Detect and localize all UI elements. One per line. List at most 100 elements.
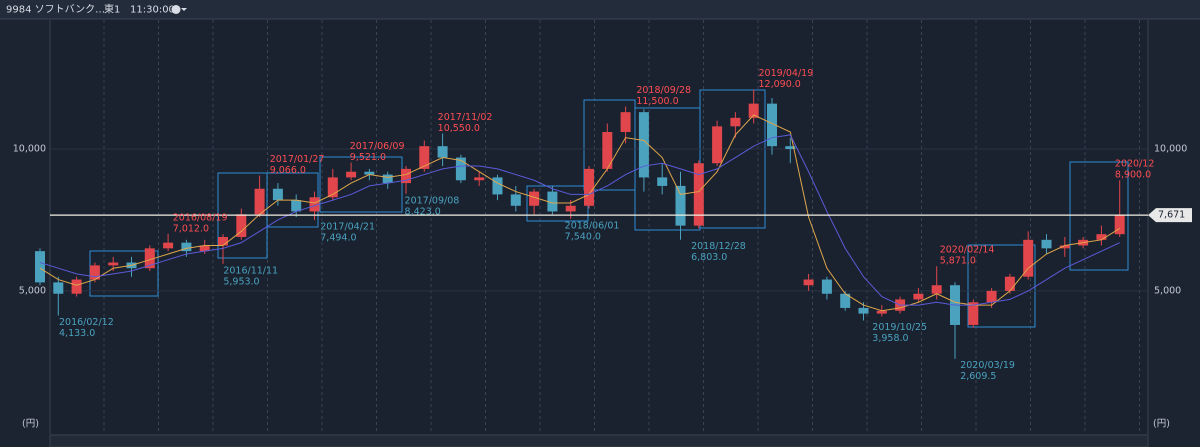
candle-body	[785, 146, 796, 150]
annotation-value: 3,958.0	[872, 333, 908, 344]
candle-body	[144, 248, 155, 269]
candle-body	[309, 197, 320, 212]
range-box	[1069, 161, 1129, 271]
candle-body	[968, 302, 979, 325]
plot-area	[50, 20, 1148, 434]
range-box	[319, 156, 403, 213]
annotation-value: 5,871.0	[940, 256, 976, 267]
candle-body	[364, 171, 375, 175]
scroll-bar[interactable]	[49, 434, 1149, 447]
code-name: 9984 ソフトバンク…	[6, 4, 105, 16]
annotation-date: 2016/08/19	[173, 212, 228, 223]
candle-body	[272, 188, 283, 201]
candle-body	[455, 157, 466, 181]
y-tick-label-right: 5,000	[1154, 285, 1181, 296]
annotation-date: 2017/09/08	[405, 195, 460, 206]
info-button[interactable]	[171, 5, 188, 14]
annotation-value: 5,953.0	[223, 276, 259, 287]
candle-body	[840, 293, 851, 308]
candle-body	[291, 200, 302, 212]
candle-body	[1041, 239, 1052, 249]
annotation-date: 2019/10/25	[872, 322, 927, 333]
annotation-date: 2017/01/27	[270, 154, 325, 165]
header-bar	[0, 0, 1200, 19]
candle-body	[327, 177, 338, 198]
annotation-date: 2018/06/01	[565, 220, 620, 231]
annotation-date: 2016/11/11	[223, 265, 278, 276]
candle-body	[730, 117, 741, 127]
unit-label-left: (円)	[22, 419, 39, 430]
candle-body	[419, 146, 430, 169]
time: 11:30:00	[130, 5, 175, 16]
annotation-value: 12,090.0	[759, 79, 801, 90]
candle-body	[382, 174, 393, 184]
candle-body	[236, 214, 247, 237]
range-box	[699, 89, 766, 229]
candle-body	[638, 112, 649, 178]
candle-body	[913, 293, 924, 300]
dropdown-caret[interactable]	[181, 8, 187, 11]
candle-body	[108, 262, 119, 266]
info-icon[interactable]	[171, 5, 181, 14]
annotation-date: 2018/12/28	[691, 241, 746, 252]
candle-body	[565, 205, 576, 212]
annotation-date: 2020/02/14	[940, 245, 995, 256]
candle-body	[199, 245, 210, 252]
candle-body	[474, 177, 485, 181]
candle-body	[1096, 234, 1107, 240]
candle-body	[1004, 276, 1015, 291]
annotation-date: 2020/12	[1115, 159, 1154, 170]
candle-body	[510, 194, 521, 206]
annotation-date: 2017/06/09	[350, 141, 405, 152]
candle-body	[71, 279, 82, 294]
candle-body	[602, 132, 613, 169]
annotation-value: 7,494.0	[320, 233, 356, 244]
candle-body	[547, 191, 558, 212]
vertical-grid	[103, 20, 1140, 434]
candle-body	[767, 103, 777, 147]
range-box	[967, 244, 1036, 328]
annotation-value: 10,550.0	[438, 123, 480, 134]
candle-body	[53, 282, 64, 294]
candle-body	[675, 185, 686, 226]
candle-body	[492, 177, 503, 195]
candle-body	[254, 188, 265, 215]
annotation-date: 2016/02/12	[59, 317, 114, 328]
candle-body	[437, 146, 448, 158]
annotation-value: 7,540.0	[565, 231, 601, 242]
candle-body	[163, 242, 174, 249]
candle-body	[35, 251, 45, 283]
candle-body	[89, 265, 100, 280]
annotation-date: 2019/04/19	[759, 68, 814, 79]
price-tag	[1148, 208, 1192, 223]
annotation-value: 9,066.0	[270, 165, 306, 176]
annotation-value: 4,133.0	[59, 328, 95, 339]
y-tick-label-right: 10,000	[1154, 144, 1187, 155]
candle-body	[803, 279, 814, 286]
unit-label-right: (円)	[1153, 419, 1170, 430]
candle-body	[693, 163, 704, 226]
candle-body	[1023, 239, 1034, 277]
annotation-date: 2020/03/19	[960, 360, 1015, 371]
annotation-date: 2017/11/02	[438, 112, 493, 123]
candle-body	[218, 236, 228, 246]
candle-body	[712, 126, 723, 164]
annotation-value: 7,012.0	[173, 223, 209, 234]
annotation-value: 8,900.0	[1115, 170, 1151, 181]
candle-body	[620, 112, 631, 133]
y-tick-label: 5,000	[19, 285, 46, 296]
annotation-value: 6,803.0	[691, 252, 727, 263]
price-tag-label: 7,671	[1158, 210, 1185, 221]
candle-body	[748, 103, 759, 118]
candle-body	[876, 310, 887, 314]
moving-average	[39, 114, 1120, 312]
candle-body	[931, 285, 942, 294]
annotation-value: 9,521.0	[350, 152, 386, 163]
candle-body	[1114, 215, 1125, 235]
candle-body	[401, 168, 411, 184]
annotation-value: 8,423.0	[405, 206, 441, 217]
market: 東1	[104, 3, 120, 16]
moving-average	[39, 134, 1120, 306]
